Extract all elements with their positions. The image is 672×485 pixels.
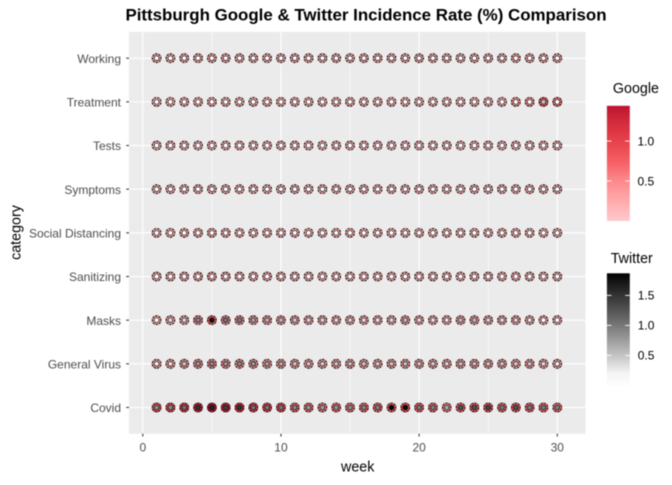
svg-text:week: week bbox=[340, 460, 375, 476]
svg-text:Symptoms: Symptoms bbox=[64, 183, 121, 197]
svg-text:Social Distancing: Social Distancing bbox=[29, 226, 121, 240]
svg-text:Pittsburgh Google & Twitter In: Pittsburgh Google & Twitter Incidence Ra… bbox=[125, 6, 606, 25]
svg-text:Sanitizing: Sanitizing bbox=[69, 270, 121, 284]
svg-text:0.5: 0.5 bbox=[638, 349, 655, 363]
svg-text:1.5: 1.5 bbox=[638, 289, 655, 303]
svg-text:Twitter: Twitter bbox=[611, 251, 653, 267]
svg-text:20: 20 bbox=[412, 440, 426, 454]
svg-text:General Virus: General Virus bbox=[48, 357, 121, 371]
svg-text:1.0: 1.0 bbox=[638, 134, 655, 148]
svg-text:30: 30 bbox=[551, 440, 565, 454]
svg-text:0: 0 bbox=[139, 440, 146, 454]
svg-text:Covid: Covid bbox=[90, 401, 121, 415]
svg-text:Working: Working bbox=[77, 52, 121, 66]
svg-text:0.5: 0.5 bbox=[638, 174, 655, 188]
svg-text:Google: Google bbox=[613, 81, 659, 97]
svg-text:1.0: 1.0 bbox=[638, 319, 655, 333]
svg-text:Tests: Tests bbox=[93, 139, 121, 153]
svg-text:Treatment: Treatment bbox=[67, 95, 122, 109]
svg-text:Masks: Masks bbox=[86, 314, 121, 328]
svg-text:category: category bbox=[8, 204, 24, 260]
svg-text:10: 10 bbox=[274, 440, 288, 454]
